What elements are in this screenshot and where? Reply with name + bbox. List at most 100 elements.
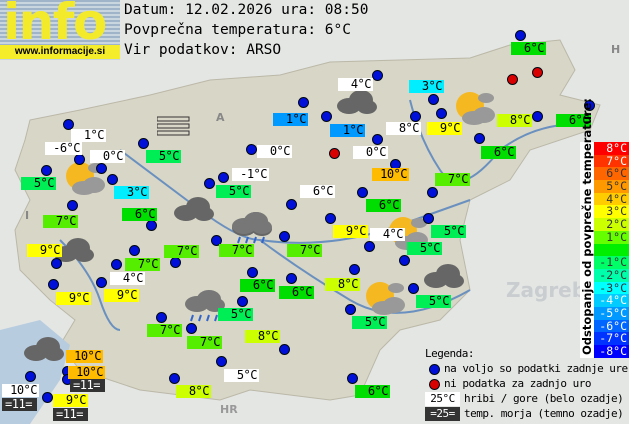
temperature-label: 7°C — [287, 244, 322, 257]
station-dot-available — [146, 220, 157, 231]
temperature-label: 1°C — [273, 113, 308, 126]
station-dot-available — [364, 241, 375, 252]
rain-cloud-icon — [230, 212, 274, 252]
temperature-label: 6°C — [300, 185, 335, 198]
scale-step: 5°C — [594, 180, 629, 193]
logo-url[interactable]: www.informacije.si — [0, 45, 120, 59]
temperature-deviation-scale: 8°C 7°C 6°C 5°C 4°C 3°C 2°C 1°C -1°C -2°C -3°C -4°C… — [594, 142, 629, 358]
rain-cloud-icon — [183, 290, 227, 330]
station-dot-available — [41, 165, 52, 176]
map-label-h: H — [611, 43, 621, 56]
temperature-label: 3°C — [114, 186, 149, 199]
legend-sea-sample: =25= — [425, 407, 460, 421]
scale-step: -8°C — [594, 345, 629, 358]
temperature-label: 6°C — [481, 146, 516, 159]
temperature-label: 10°C — [68, 366, 105, 379]
temperature-label: 6°C — [279, 286, 314, 299]
station-dot-available — [515, 30, 526, 41]
temperature-label: 6°C — [556, 114, 591, 127]
map-label-zagreb: Zagreb — [506, 278, 587, 302]
station-dot-available — [279, 231, 290, 242]
station-dot-available — [170, 257, 181, 268]
cloud-icon — [422, 262, 466, 294]
station-dot-available — [423, 213, 434, 224]
temperature-label: 5°C — [224, 369, 259, 382]
station-dot-available — [204, 178, 215, 189]
temperature-label: -1°C — [232, 168, 269, 181]
station-dot-available — [25, 371, 36, 382]
station-dot-available — [286, 273, 297, 284]
temperature-label: 6°C — [366, 199, 401, 212]
temperature-label: 7°C — [147, 324, 182, 337]
info-logo[interactable]: info www.informacije.si — [0, 0, 120, 60]
station-dot-available — [427, 187, 438, 198]
data-source: Vir podatkov: ARSO — [124, 42, 282, 58]
temperature-label: 5°C — [431, 225, 466, 238]
station-dot-available — [67, 200, 78, 211]
legend-sea: temp. morja (temno ozadje) — [464, 407, 624, 420]
station-dot-available — [42, 392, 53, 403]
temperature-label: 8°C — [325, 278, 360, 291]
station-dot-available — [357, 187, 368, 198]
temperature-label: 8°C — [497, 114, 532, 127]
scale-step: -2°C — [594, 269, 629, 282]
station-dot-available — [321, 111, 332, 122]
map-label-hr: HR — [220, 403, 238, 416]
sea-temperature-label: =11= — [70, 379, 105, 392]
temperature-label: 7°C — [125, 258, 160, 271]
cloud-icon — [52, 236, 96, 268]
cloud-icon — [335, 88, 379, 120]
map-label-i: I — [25, 209, 30, 222]
legend-red-dot-icon — [429, 379, 440, 390]
temperature-label: 0°C — [353, 146, 388, 159]
station-dot-available — [138, 138, 149, 149]
temperature-label: 4°C — [110, 272, 145, 285]
temperature-label: 4°C — [338, 78, 373, 91]
temperature-label: 7°C — [187, 336, 222, 349]
temperature-label: 9°C — [333, 225, 368, 238]
scale-step: 6°C — [594, 167, 629, 181]
station-dot-available — [247, 267, 258, 278]
temperature-label: 10°C — [372, 168, 409, 181]
sun-cloud-icon — [362, 280, 408, 320]
temperature-label: 5°C — [218, 308, 253, 321]
station-dot-no-data — [507, 74, 518, 85]
scale-step: -3°C — [594, 281, 629, 295]
temperature-label: 5°C — [21, 177, 56, 190]
date-line: Datum: 12.02.2026 ura: 08:50 — [124, 2, 369, 18]
station-dot-available — [129, 245, 140, 256]
station-dot-available — [51, 258, 62, 269]
scale-step: -4°C — [594, 294, 629, 307]
station-dot-available — [169, 373, 180, 384]
scale-step: 3°C — [594, 205, 629, 219]
average-temperature: Povprečna temperatura: 6°C — [124, 22, 351, 38]
legend-no-data: ni podatka za zadnjo uro — [444, 377, 591, 390]
station-dot-available — [345, 304, 356, 315]
map-label-a: A — [216, 111, 225, 124]
legend-title: Legenda: — [425, 347, 474, 360]
temperature-label: 8°C — [176, 385, 211, 398]
temperature-label: 5°C — [216, 185, 251, 198]
station-dot-available — [372, 134, 383, 145]
station-dot-available — [532, 111, 543, 122]
temperature-label: 5°C — [407, 242, 442, 255]
sea-temperature-label: =11= — [2, 398, 37, 411]
fog-icon — [156, 116, 191, 142]
scale-step: -1°C — [594, 256, 629, 269]
station-dot-available — [286, 199, 297, 210]
legend-mountain-sample: 25°C — [425, 392, 460, 406]
temperature-label: 5°C — [352, 316, 387, 329]
station-dot-available — [474, 133, 485, 144]
temperature-label: 6°C — [355, 385, 390, 398]
scale-step — [594, 243, 629, 257]
station-dot-available — [584, 100, 595, 111]
station-dot-available — [111, 259, 122, 270]
temperature-label: 1°C — [71, 129, 106, 142]
temperature-label: 5°C — [416, 295, 451, 308]
station-dot-available — [218, 172, 229, 183]
temperature-label: 7°C — [164, 245, 199, 258]
station-dot-available — [372, 70, 383, 81]
temperature-label: 9°C — [104, 289, 139, 302]
station-dot-available — [347, 373, 358, 384]
station-dot-available — [410, 111, 421, 122]
